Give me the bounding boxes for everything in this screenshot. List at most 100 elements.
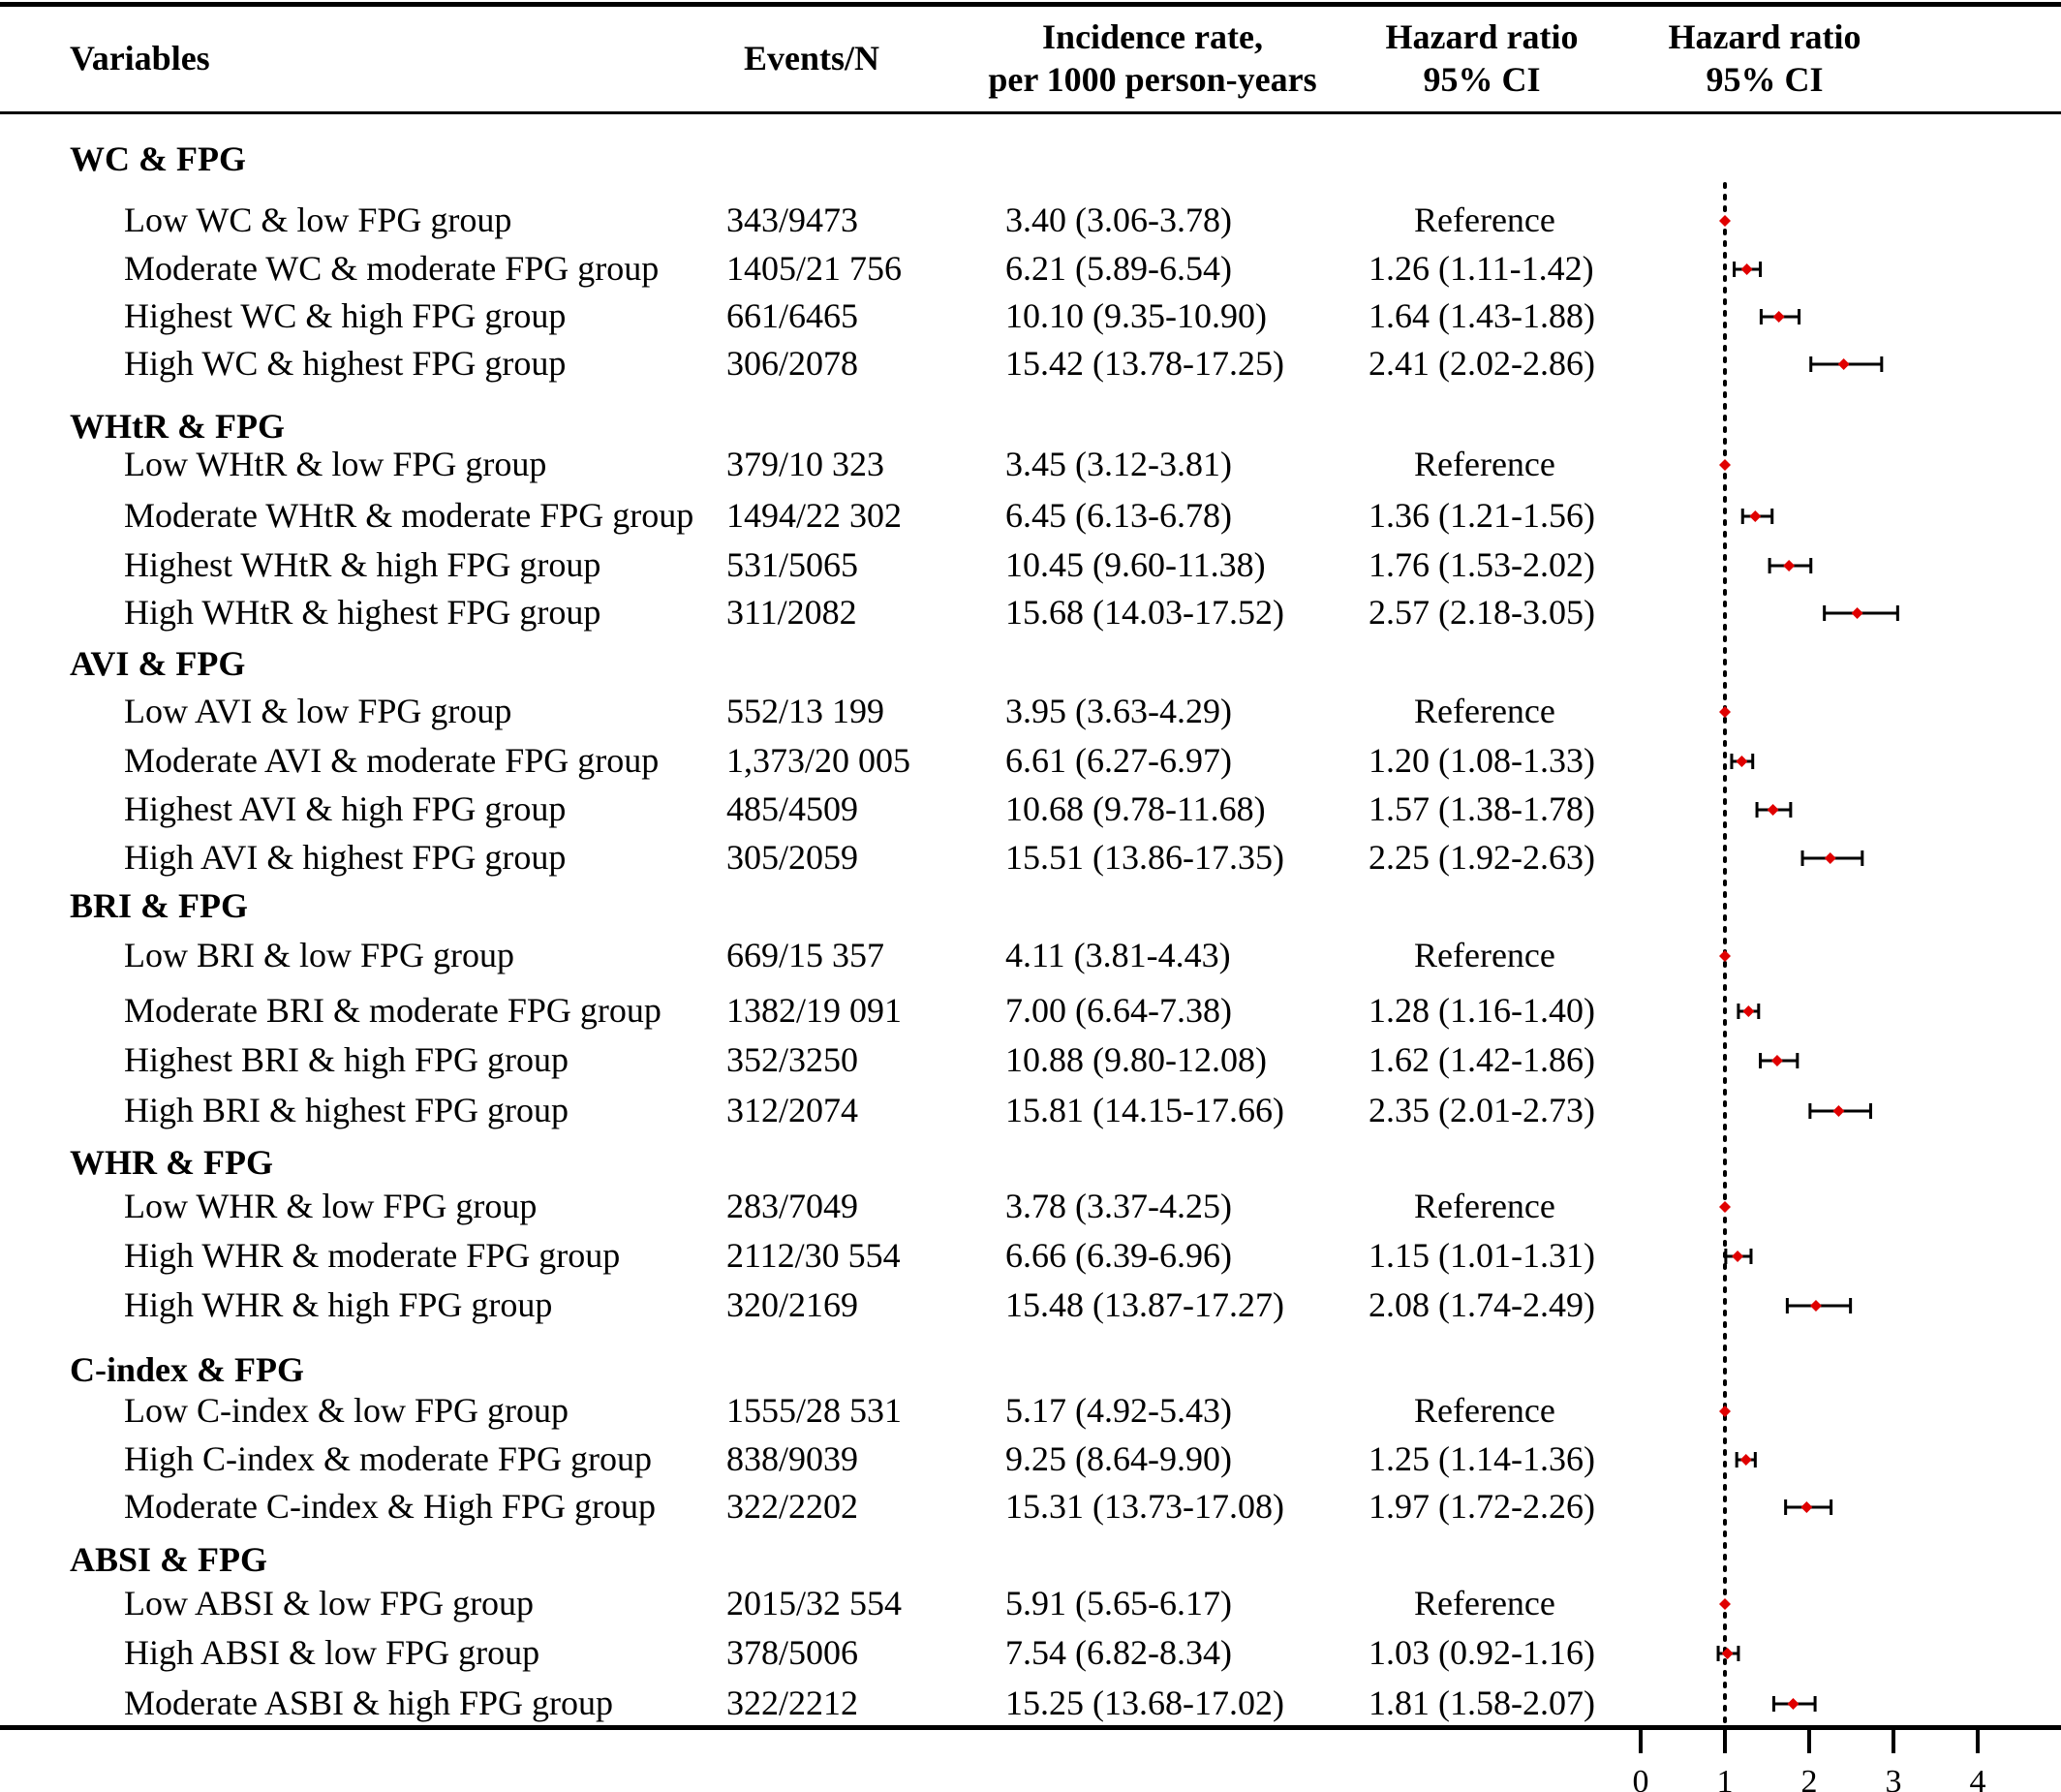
hr-point: [1824, 852, 1836, 864]
row-label: High WHtR & highest FPG group: [124, 593, 601, 632]
row-events: 2015/32 554: [726, 1584, 903, 1622]
header-hr-text-line2: 95% CI: [1423, 60, 1541, 99]
hr-point: [1832, 1105, 1845, 1117]
header-hr-text: Hazard ratio 95% CI: [1366, 15, 1598, 101]
row-incidence: 7.00 (6.64-7.38): [1005, 991, 1232, 1030]
row-label: Moderate ASBI & high FPG group: [124, 1684, 614, 1722]
row-events: 320/2169: [726, 1285, 859, 1324]
header-hr-plot-line1: Hazard ratio: [1668, 17, 1861, 56]
row-events: 669/15 357: [726, 936, 885, 974]
bottom-rule: [0, 1725, 2061, 1730]
x-axis-tick-label: 3: [1886, 1764, 1902, 1792]
row-hazard-ratio: 1.20 (1.08-1.33): [1369, 741, 1595, 780]
row-hazard-ratio: 1.76 (1.53-2.02): [1369, 545, 1595, 584]
group-title: WC & FPG: [70, 139, 246, 178]
row-hazard-ratio: 1.03 (0.92-1.16): [1369, 1633, 1595, 1672]
row-incidence: 7.54 (6.82-8.34): [1005, 1633, 1232, 1672]
row-label: Moderate C-index & High FPG group: [124, 1487, 656, 1526]
header-hr-plot: Hazard ratio 95% CI: [1648, 15, 1881, 101]
hr-point: [1809, 1300, 1822, 1312]
row-events: 1555/28 531: [726, 1391, 903, 1430]
row-incidence: 4.11 (3.81-4.43): [1005, 936, 1231, 974]
row-hazard-ratio: Reference: [1414, 1584, 1555, 1622]
row-hazard-ratio: 1.25 (1.14-1.36): [1369, 1439, 1595, 1478]
row-hazard-ratio: 1.81 (1.58-2.07): [1369, 1684, 1595, 1722]
row-label: Moderate WC & moderate FPG group: [124, 249, 660, 288]
row-incidence: 15.48 (13.87-17.27): [1005, 1285, 1284, 1324]
row-events: 352/3250: [726, 1040, 859, 1079]
row-incidence: 15.25 (13.68-17.02): [1005, 1684, 1284, 1722]
hr-point: [1787, 1698, 1800, 1710]
hr-point: [1851, 607, 1863, 619]
row-label: High WHR & moderate FPG group: [124, 1236, 621, 1275]
row-events: 485/4509: [726, 789, 859, 828]
row-hazard-ratio: 2.25 (1.92-2.63): [1369, 838, 1595, 877]
header-events: Events/N: [744, 39, 880, 77]
header-variables: Variables: [70, 39, 210, 77]
row-events: 378/5006: [726, 1633, 859, 1672]
hr-point: [1719, 215, 1731, 227]
x-axis-tick-label: 2: [1801, 1764, 1818, 1792]
x-axis-tick-label: 1: [1717, 1764, 1734, 1792]
hr-point: [1772, 311, 1785, 323]
row-events: 552/13 199: [726, 692, 885, 730]
hr-point: [1740, 263, 1753, 275]
hr-point: [1732, 1251, 1744, 1262]
row-label: Highest WC & high FPG group: [124, 296, 567, 335]
row-events: 1405/21 756: [726, 249, 903, 288]
row-hazard-ratio: 1.64 (1.43-1.88): [1369, 296, 1595, 335]
row-label: High AVI & highest FPG group: [124, 838, 567, 877]
row-incidence: 6.45 (6.13-6.78): [1005, 496, 1232, 535]
row-label: High WC & highest FPG group: [124, 344, 567, 383]
row-events: 1,373/20 005: [726, 741, 911, 780]
row-hazard-ratio: 1.26 (1.11-1.42): [1369, 249, 1594, 288]
row-hazard-ratio: Reference: [1414, 445, 1555, 483]
row-label: High BRI & highest FPG group: [124, 1091, 569, 1129]
row-incidence: 10.10 (9.35-10.90): [1005, 296, 1267, 335]
row-incidence: 15.42 (13.78-17.25): [1005, 344, 1284, 383]
row-label: Low WHtR & low FPG group: [124, 445, 547, 483]
row-events: 306/2078: [726, 344, 859, 383]
row-label: Low WHR & low FPG group: [124, 1187, 538, 1225]
row-incidence: 10.88 (9.80-12.08): [1005, 1040, 1267, 1079]
group-title: BRI & FPG: [70, 886, 248, 925]
row-events: 343/9473: [726, 201, 859, 239]
hr-point: [1719, 1201, 1731, 1213]
row-label: High ABSI & low FPG group: [124, 1633, 540, 1672]
row-hazard-ratio: Reference: [1414, 201, 1555, 239]
row-label: High C-index & moderate FPG group: [124, 1439, 652, 1478]
row-hazard-ratio: 2.35 (2.01-2.73): [1369, 1091, 1595, 1129]
row-label: Highest BRI & high FPG group: [124, 1040, 569, 1079]
row-hazard-ratio: 2.08 (1.74-2.49): [1369, 1285, 1595, 1324]
row-label: Highest AVI & high FPG group: [124, 789, 567, 828]
row-hazard-ratio: 1.62 (1.42-1.86): [1369, 1040, 1595, 1079]
row-events: 661/6465: [726, 296, 859, 335]
hr-point: [1736, 756, 1748, 767]
row-incidence: 5.17 (4.92-5.43): [1005, 1391, 1232, 1430]
row-events: 322/2212: [726, 1684, 859, 1722]
header-incidence-line2: per 1000 person-years: [988, 60, 1317, 99]
row-label: Moderate AVI & moderate FPG group: [124, 741, 660, 780]
row-events: 379/10 323: [726, 445, 885, 483]
hr-point: [1719, 459, 1731, 471]
row-events: 2112/30 554: [726, 1236, 901, 1275]
row-incidence: 3.40 (3.06-3.78): [1005, 201, 1232, 239]
row-hazard-ratio: Reference: [1414, 1391, 1555, 1430]
row-hazard-ratio: Reference: [1414, 1187, 1555, 1225]
row-incidence: 15.51 (13.86-17.35): [1005, 838, 1284, 877]
hr-point: [1770, 1055, 1783, 1066]
hr-point: [1739, 1454, 1752, 1466]
row-incidence: 6.66 (6.39-6.96): [1005, 1236, 1232, 1275]
hr-point: [1749, 510, 1762, 522]
header-incidence-line1: Incidence rate,: [1042, 17, 1263, 56]
hr-point: [1719, 1406, 1731, 1417]
header-hr-text-line1: Hazard ratio: [1385, 17, 1579, 56]
hr-point: [1719, 706, 1731, 718]
hr-point: [1719, 1598, 1731, 1610]
row-label: High WHR & high FPG group: [124, 1285, 553, 1324]
hr-point: [1837, 358, 1850, 370]
x-axis-tick-label: 0: [1633, 1764, 1649, 1792]
header-rule: [0, 111, 2061, 114]
row-incidence: 10.45 (9.60-11.38): [1005, 545, 1266, 584]
row-incidence: 3.95 (3.63-4.29): [1005, 692, 1232, 730]
